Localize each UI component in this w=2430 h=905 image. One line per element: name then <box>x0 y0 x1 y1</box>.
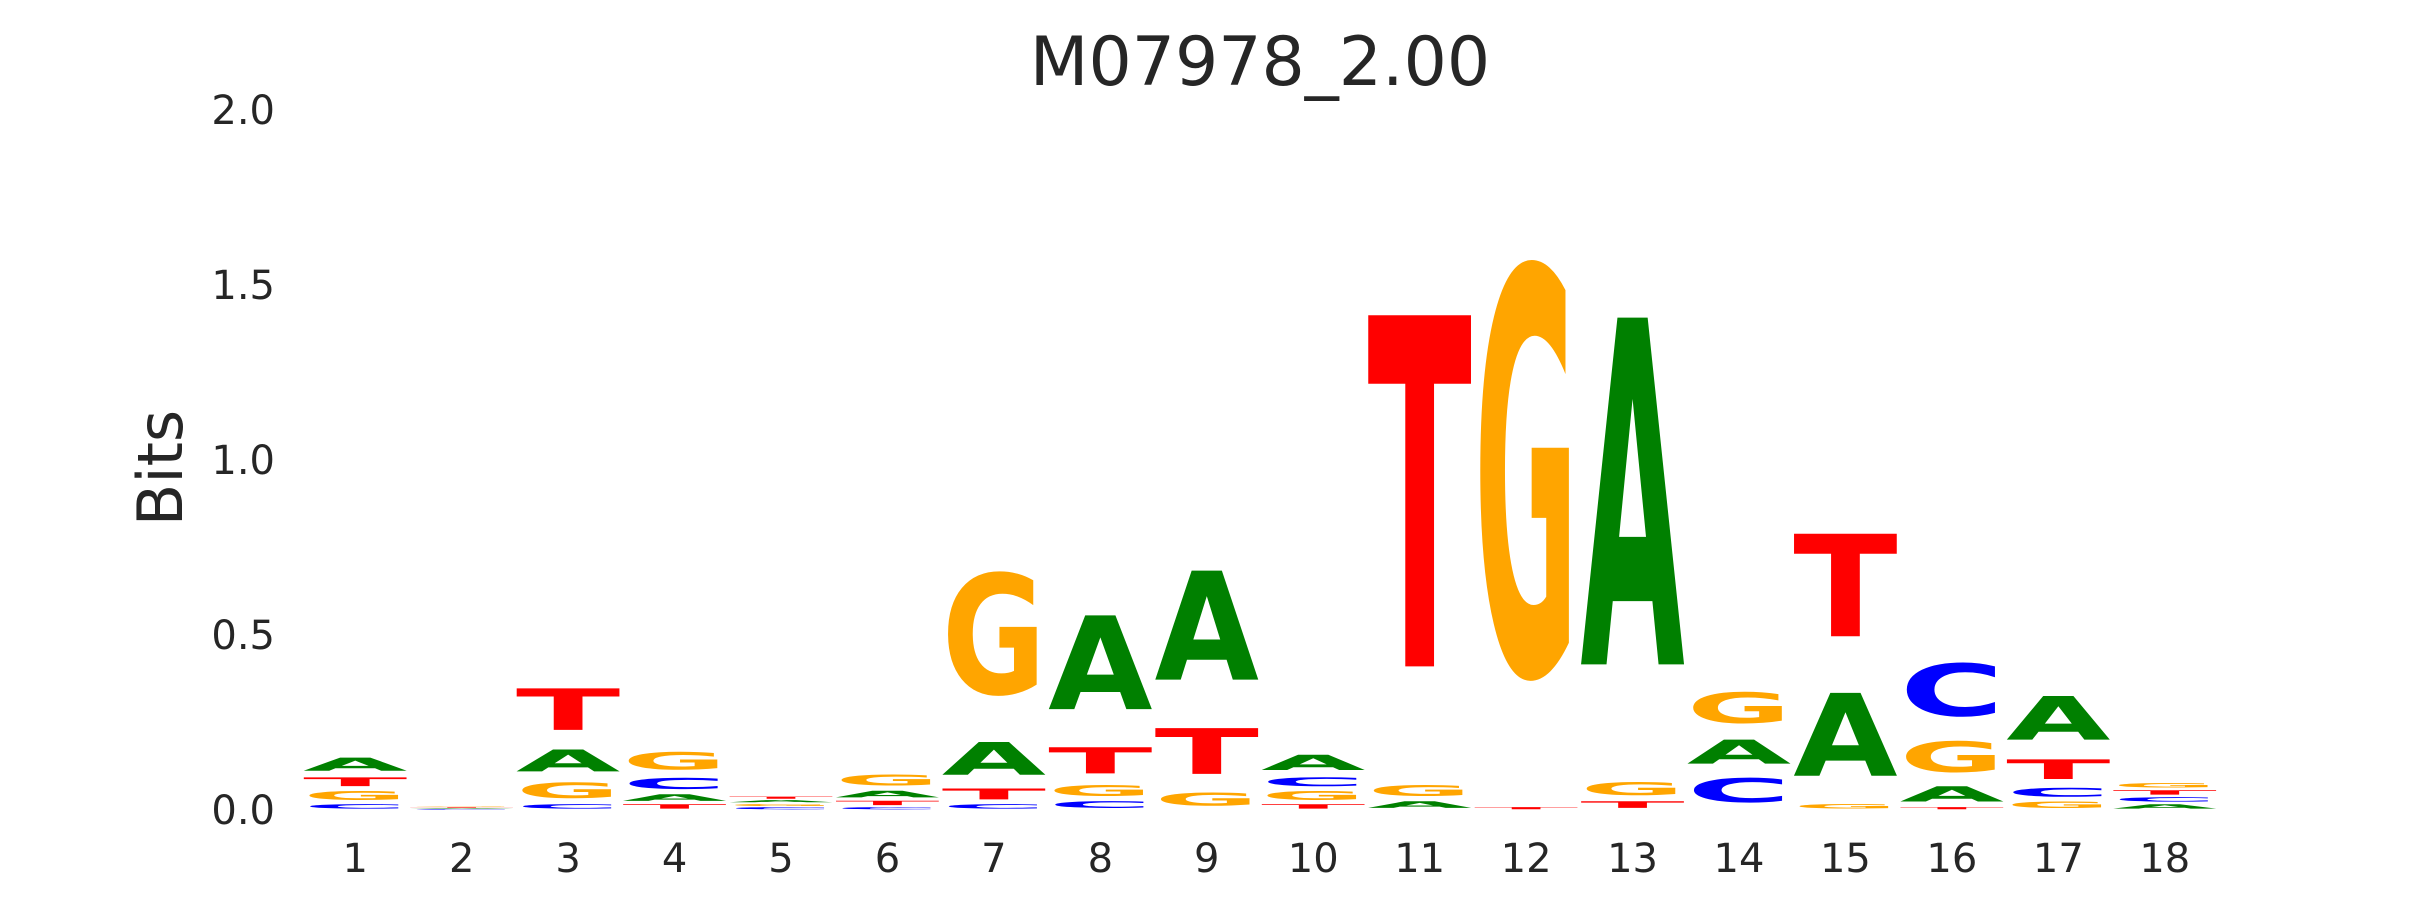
logo-letter-g: G <box>1900 733 2004 782</box>
logo-letter-g: G <box>835 772 939 789</box>
x-tick-label: 2 <box>449 836 474 882</box>
y-tick-label: 2.0 <box>211 88 275 134</box>
logo-letter-g: G <box>622 747 726 775</box>
x-tick-label: 9 <box>1194 836 1219 882</box>
x-tick-label: 4 <box>662 836 687 882</box>
logo-letter-c: C <box>729 807 833 810</box>
logo-letter-g: G <box>410 805 514 806</box>
x-tick-label: 14 <box>1714 836 1765 882</box>
x-tick-label: 7 <box>981 836 1006 882</box>
x-tick-label: 11 <box>1394 836 1445 882</box>
logo-letter-a: A <box>1048 591 1152 740</box>
logo-letter-g: G <box>1261 789 1365 803</box>
x-tick-label: 8 <box>1088 836 1113 882</box>
logo-letter-a: A <box>1793 671 1897 803</box>
y-tick-label: 0.5 <box>211 613 275 659</box>
x-tick-label: 12 <box>1501 836 1552 882</box>
x-tick-label: 3 <box>555 836 580 882</box>
logo-letter-c: C <box>1048 800 1152 810</box>
logo-letter-t: T <box>1368 220 1473 781</box>
logo-letter-g: G <box>1687 684 1791 733</box>
logo-letter-c: C <box>2113 796 2217 803</box>
logo-letter-t: T <box>1793 506 1897 670</box>
logo-letter-a: A <box>2113 803 2218 810</box>
x-tick-label: 13 <box>1607 836 1658 882</box>
x-tick-label: 18 <box>2139 836 2190 882</box>
x-tick-label: 5 <box>768 836 793 882</box>
logo-letter-g: G <box>1474 157 1578 805</box>
logo-letter-t: T <box>2113 789 2218 796</box>
logo-letter-g: G <box>516 779 620 803</box>
logo-letter-c: C <box>1900 649 2004 733</box>
logo-letter-a: A <box>1261 750 1366 775</box>
logo-letter-a: A <box>1900 782 2005 807</box>
logo-letter-a: A <box>729 800 834 803</box>
y-tick-label: 1.0 <box>211 438 275 484</box>
logo-letter-t: T <box>303 775 407 789</box>
logo-letter-c: C <box>516 803 620 810</box>
logo-letter-a: A <box>516 744 621 779</box>
logo-letter-g: G <box>303 789 407 803</box>
logo-letter-c: C <box>835 807 939 810</box>
logo-letter-t: T <box>1580 799 1684 810</box>
logo-letter-c: C <box>622 775 726 792</box>
logo-letter-c: C <box>1687 772 1791 810</box>
logo-letter-c: C <box>942 803 1046 810</box>
logo-letter-a: A <box>835 789 939 800</box>
x-tick-label: 10 <box>1288 836 1339 882</box>
chart-title: M07978_2.00 <box>1030 23 1490 102</box>
y-tick-label: 1.5 <box>211 263 275 309</box>
logo-letter-a: A <box>303 754 407 775</box>
logo-letter-g: G <box>1368 782 1472 799</box>
logo-letter-t: T <box>410 807 515 808</box>
y-axis-label: Bits <box>124 410 197 526</box>
x-tick-label: 1 <box>342 836 367 882</box>
logo-letter-g: G <box>729 803 833 806</box>
logo-letter-c: C <box>410 809 514 810</box>
logo-letter-a: A <box>1155 541 1259 715</box>
logo-letter-a: A <box>1687 733 1791 771</box>
logo-letter-t: T <box>835 800 940 807</box>
logo-letter-t: T <box>1900 807 2005 810</box>
logo-letter-t: T <box>1155 716 1260 789</box>
y-tick-label: 0.0 <box>211 788 275 834</box>
logo-letter-g: G <box>1793 803 1897 810</box>
x-tick-label: 17 <box>2033 836 2084 882</box>
y-axis-ticks: 0.0 0.5 1.0 1.5 2.0 <box>211 88 275 834</box>
logo-letter-a: A <box>942 733 1047 785</box>
x-tick-label: 15 <box>1820 836 1871 882</box>
logo-letter-g: G <box>1155 789 1259 810</box>
logo-letter-c: C <box>1261 775 1365 789</box>
logo-letter-t: T <box>1048 740 1153 782</box>
logo-letter-t: T <box>1261 803 1366 810</box>
logo-letter-t: T <box>2006 754 2110 785</box>
logo-letter-a: A <box>622 792 726 803</box>
logo-letter-t: T <box>622 803 727 810</box>
logo-letter-t: T <box>1474 807 1579 810</box>
x-tick-label: 6 <box>875 836 900 882</box>
logo-letter-a: A <box>1368 799 1472 810</box>
logo-letter-g: G <box>2113 782 2217 789</box>
logo-letter-g: G <box>942 541 1046 732</box>
x-tick-label: 16 <box>1926 836 1977 882</box>
x-axis-ticks: 1 2 3 4 5 6 7 8 9 10 11 12 13 14 15 16 17 18 <box>342 836 2190 882</box>
logo-letter-a: A <box>2006 684 2111 754</box>
logo-letter-g: G <box>1048 782 1152 799</box>
logo-letter-g: G <box>1580 779 1684 800</box>
logo-letter-t: T <box>729 796 834 799</box>
logo-letter-g: G <box>2006 800 2110 810</box>
logo-letter-t: T <box>516 678 621 744</box>
logo-letter-a: A <box>1580 225 1685 777</box>
logo-letter-c: C <box>303 803 407 810</box>
logo-letter-c: C <box>2006 785 2110 799</box>
logo-letter-t: T <box>942 786 1046 803</box>
logo-letter-a: A <box>410 808 515 809</box>
